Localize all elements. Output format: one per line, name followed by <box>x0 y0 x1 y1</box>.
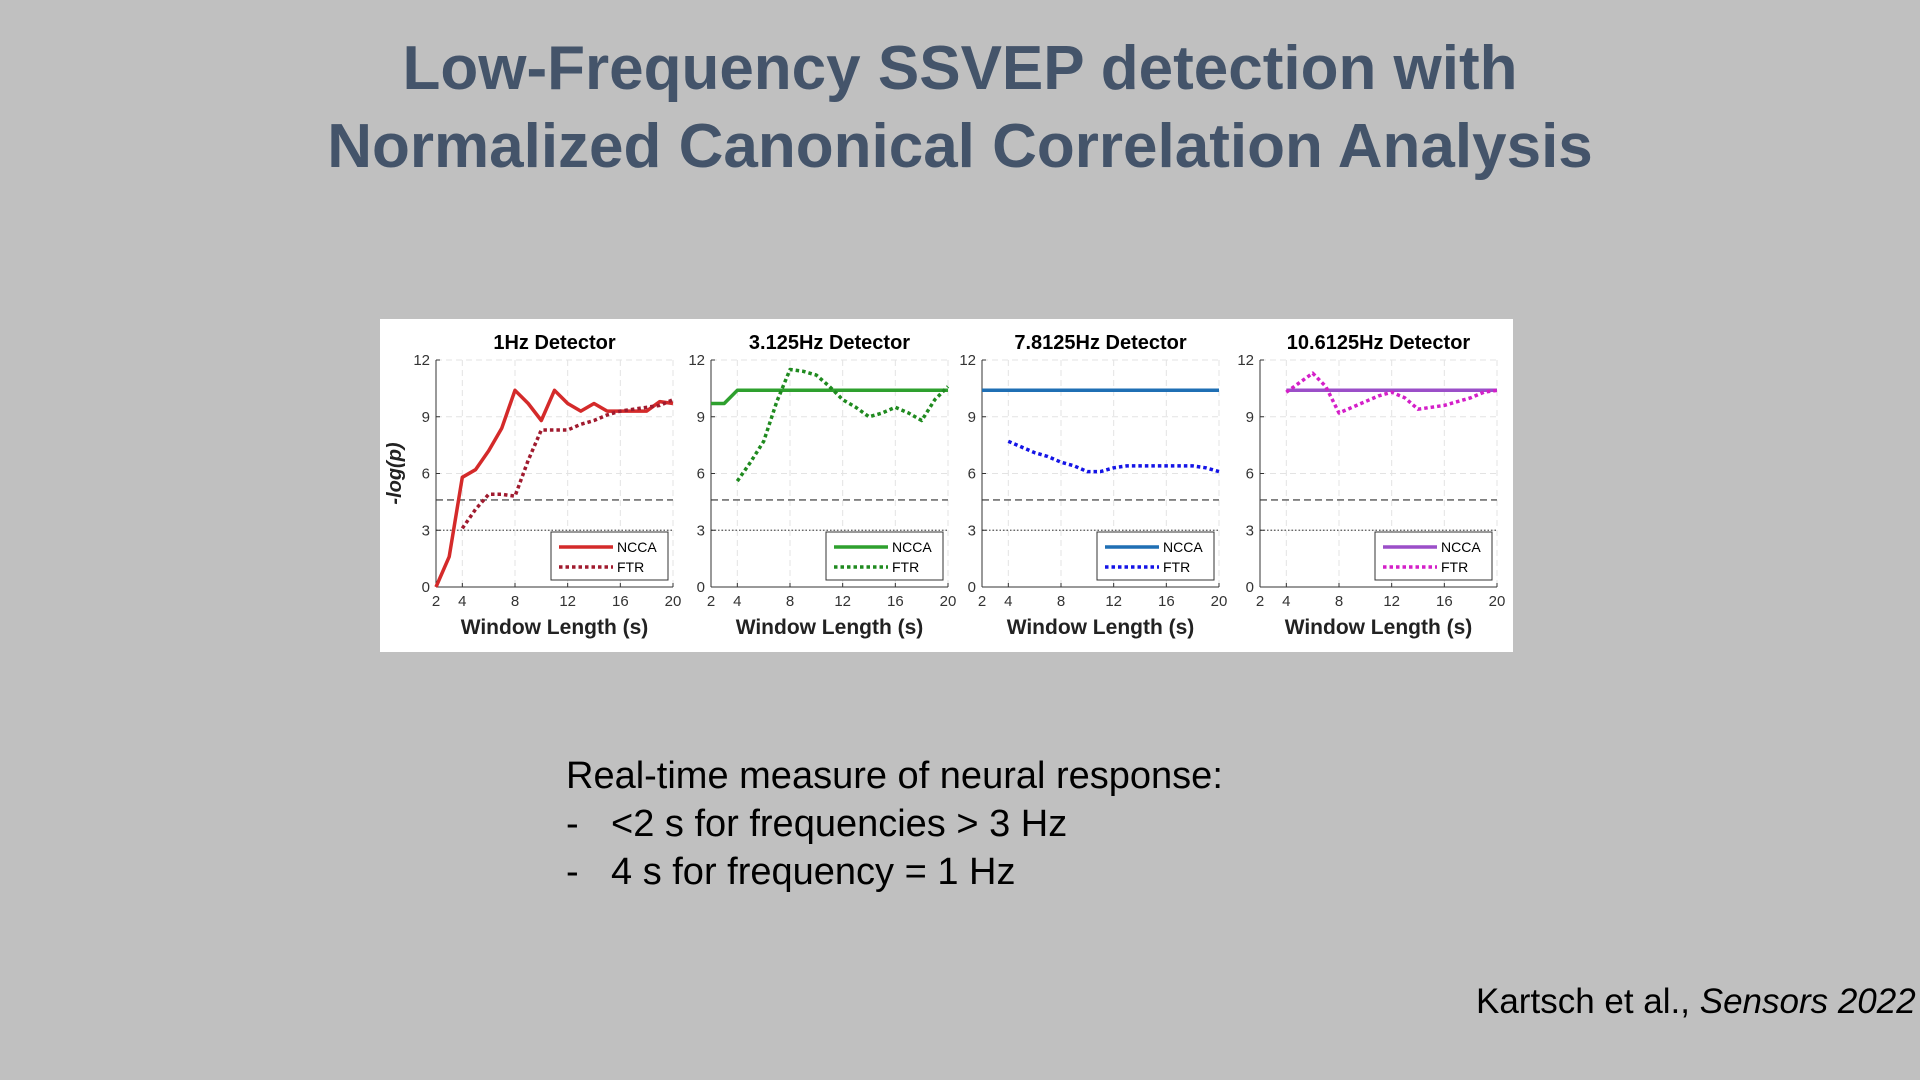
chart-title: 7.8125Hz Detector <box>1014 332 1187 354</box>
y-tick-label: 0 <box>422 579 430 596</box>
x-tick-label: 2 <box>978 593 986 610</box>
y-tick-label: 3 <box>1246 522 1254 539</box>
series-line-ftr <box>460 398 674 530</box>
x-tick-label: 8 <box>786 593 794 610</box>
figure-panel: 0 3 6 9 12 2 4 8 12 16 20 1Hz Detector Window Length… <box>380 319 1513 652</box>
x-tick-label: 16 <box>887 593 904 610</box>
bullet-text: <2 s for frequencies > 3 Hz <box>611 803 1068 845</box>
x-axis-label: Window Length (s) <box>461 616 649 639</box>
legend-box <box>550 531 669 581</box>
bullet-heading: Real-time measure of neural response: <box>566 755 1223 797</box>
legend-label: FTR <box>617 559 644 575</box>
x-tick-label: 12 <box>559 593 576 610</box>
x-tick-label: 20 <box>665 593 682 610</box>
x-tick-label: 2 <box>1256 593 1264 610</box>
y-tick-label: 9 <box>422 409 430 426</box>
series-line-ftr <box>1285 371 1498 415</box>
series-line-ncca <box>711 388 948 406</box>
y-axis-label: -log(p) <box>384 442 406 505</box>
slide-title-line-2: Normalized Canonical Correlation Analysi… <box>327 112 1593 181</box>
bullet-dash: - <box>566 803 579 845</box>
chart-title: 10.6125Hz Detector <box>1287 332 1471 354</box>
series-line-ftr <box>1007 439 1220 474</box>
x-tick-label: 20 <box>1211 593 1228 610</box>
legend-label: FTR <box>892 559 919 575</box>
y-tick-label: 6 <box>422 466 430 483</box>
y-tick-label: 12 <box>688 352 705 369</box>
x-tick-label: 4 <box>1004 593 1012 610</box>
x-axis-label: Window Length (s) <box>736 616 924 639</box>
x-tick-label: 2 <box>432 593 440 610</box>
citation-journal: Sensors 2022 <box>1699 982 1916 1021</box>
bullet-text: 4 s for frequency = 1 Hz <box>611 851 1016 893</box>
bullet-item: - <2 s for frequencies > 3 Hz <box>566 800 1466 848</box>
y-tick-label: 9 <box>968 409 976 426</box>
legend-box <box>825 531 944 581</box>
x-tick-label: 16 <box>1158 593 1175 610</box>
y-tick-label: 3 <box>422 522 430 539</box>
x-tick-label: 20 <box>940 593 957 610</box>
x-axis-label: Window Length (s) <box>1285 616 1473 639</box>
y-tick-label: 12 <box>1237 352 1254 369</box>
legend-label: FTR <box>1163 559 1190 575</box>
bullet-list: Real-time measure of neural response: - … <box>566 752 1466 896</box>
x-tick-label: 4 <box>458 593 466 610</box>
x-axis-label: Window Length (s) <box>1007 616 1195 639</box>
y-tick-label: 12 <box>413 352 430 369</box>
legend-box <box>1096 531 1215 581</box>
y-tick-label: 0 <box>697 579 705 596</box>
y-tick-label: 0 <box>1246 579 1254 596</box>
y-tick-label: 0 <box>968 579 976 596</box>
y-tick-label: 3 <box>697 522 705 539</box>
citation-authors: Kartsch et al., <box>1476 982 1700 1021</box>
y-tick-label: 9 <box>697 409 705 426</box>
chart-title: 1Hz Detector <box>493 332 615 354</box>
x-tick-label: 4 <box>733 593 741 610</box>
slide-title-line-1: Low-Frequency SSVEP detection with <box>402 34 1518 103</box>
y-tick-label: 6 <box>1246 466 1254 483</box>
x-tick-label: 12 <box>1383 593 1400 610</box>
x-tick-label: 16 <box>612 593 629 610</box>
bullet-item: - 4 s for frequency = 1 Hz <box>566 848 1466 896</box>
x-tick-label: 12 <box>834 593 851 610</box>
chart-title: 3.125Hz Detector <box>749 332 910 354</box>
x-tick-label: 12 <box>1105 593 1122 610</box>
x-tick-label: 4 <box>1282 593 1290 610</box>
legend-label: NCCA <box>1441 539 1481 555</box>
x-tick-label: 2 <box>707 593 715 610</box>
x-tick-label: 20 <box>1489 593 1506 610</box>
series-line-ncca <box>434 388 674 588</box>
y-tick-label: 3 <box>968 522 976 539</box>
x-tick-label: 8 <box>1057 593 1065 610</box>
x-tick-label: 8 <box>1335 593 1343 610</box>
x-tick-label: 16 <box>1436 593 1453 610</box>
citation: Kartsch et al., Sensors 2022 <box>1476 980 1916 1024</box>
bullet-dash: - <box>566 851 579 893</box>
y-tick-label: 6 <box>697 466 705 483</box>
slide-title: Low-Frequency SSVEP detection with Norma… <box>0 30 1920 186</box>
legend-label: NCCA <box>617 539 657 555</box>
y-tick-label: 6 <box>968 466 976 483</box>
legend-label: NCCA <box>1163 539 1203 555</box>
x-tick-label: 8 <box>511 593 519 610</box>
legend-box <box>1374 531 1493 581</box>
legend-label: FTR <box>1441 559 1468 575</box>
y-tick-label: 9 <box>1246 409 1254 426</box>
legend-label: NCCA <box>892 539 932 555</box>
y-tick-label: 12 <box>959 352 976 369</box>
